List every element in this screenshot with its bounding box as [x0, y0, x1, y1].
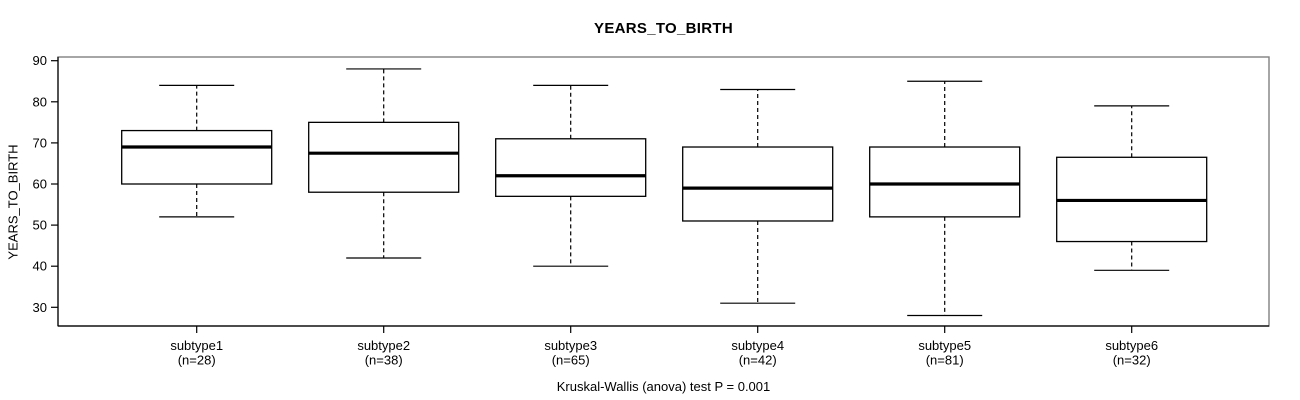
y-tick-label: 80: [33, 94, 47, 109]
x-tick-label: subtype3: [544, 338, 597, 353]
x-tick-sublabel: (n=32): [1113, 353, 1151, 368]
x-tick-label: subtype6: [1105, 338, 1158, 353]
y-tick-label: 30: [33, 300, 47, 315]
x-tick-sublabel: (n=28): [178, 353, 216, 368]
x-tick-sublabel: (n=65): [552, 353, 590, 368]
x-tick-label: subtype1: [170, 338, 223, 353]
y-tick-label: 40: [33, 259, 47, 274]
y-tick-label: 90: [33, 53, 47, 68]
iqr-box: [869, 146, 1021, 218]
y-tick-label: 50: [33, 218, 47, 233]
iqr-box: [495, 138, 647, 197]
y-tick-label: 70: [33, 135, 47, 150]
x-tick-sublabel: (n=42): [739, 353, 777, 368]
x-tick-label: subtype4: [731, 338, 784, 353]
x-tick-label: subtype5: [918, 338, 971, 353]
x-tick-label: subtype2: [357, 338, 410, 353]
x-tick-sublabel: (n=81): [926, 353, 964, 368]
iqr-box: [121, 129, 273, 185]
chart-title: YEARS_TO_BIRTH: [594, 20, 733, 37]
iqr-box: [308, 121, 460, 193]
x-tick-sublabel: (n=38): [365, 353, 403, 368]
stat-test-caption: Kruskal-Wallis (anova) test P = 0.001: [556, 379, 771, 394]
iqr-box: [682, 146, 834, 222]
y-tick-label: 60: [33, 177, 47, 192]
